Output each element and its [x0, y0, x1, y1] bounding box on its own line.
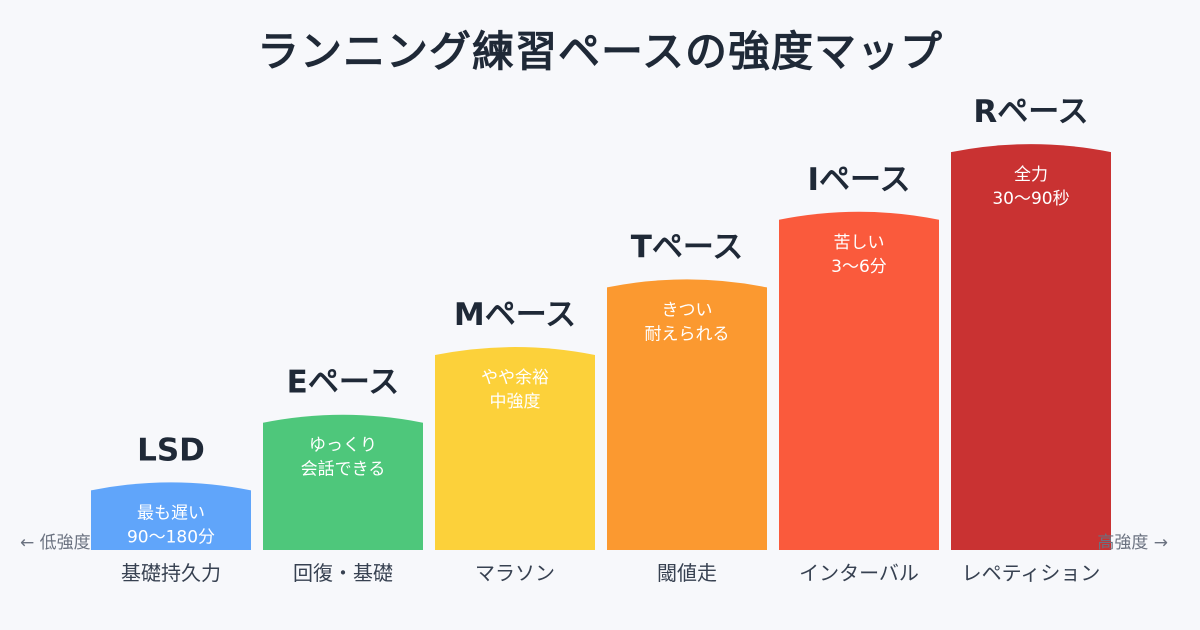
bar-annotation-1-2: 90〜180分 — [127, 527, 215, 547]
category-label-6: レペティション — [962, 561, 1101, 585]
bar-3 — [435, 347, 595, 550]
bar-annotation-3-1: やや余裕 — [481, 368, 549, 388]
bar-annotation-5-2: 3〜6分 — [831, 257, 887, 277]
bar-label-5: Iペース — [808, 162, 911, 198]
bar-5 — [779, 211, 939, 550]
bar-annotation-5-1: 苦しい — [834, 233, 885, 253]
bar-annotation-2-1: ゆっくり — [309, 436, 377, 456]
category-label-2: 回復・基礎 — [293, 561, 393, 585]
low-intensity-label: ← 低強度 — [20, 533, 91, 553]
bar-annotation-2-2: 会話できる — [301, 460, 386, 480]
bar-6 — [951, 144, 1111, 550]
bar-1 — [91, 482, 251, 550]
bar-annotation-6-2: 30〜90秒 — [992, 189, 1069, 209]
bar-label-1: LSD — [137, 432, 205, 468]
bar-annotation-4-2: 耐えられる — [645, 324, 730, 344]
category-label-3: マラソン — [475, 561, 555, 585]
bar-annotation-4-1: きつい — [662, 300, 713, 320]
category-label-4: 閾値走 — [657, 561, 717, 585]
bar-label-4: Tペース — [631, 229, 744, 265]
bar-annotation-1-1: 最も遅い — [137, 503, 205, 523]
bar-label-2: Eペース — [287, 365, 400, 401]
bar-annotation-6-1: 全力 — [1014, 165, 1048, 185]
category-label-1: 基礎持久力 — [121, 561, 221, 585]
bar-label-6: Rペース — [973, 94, 1088, 130]
bar-label-3: Mペース — [454, 297, 576, 333]
bar-2 — [263, 414, 423, 550]
category-label-5: インターバル — [799, 561, 919, 585]
bar-4 — [607, 279, 767, 550]
chart-title: ランニング練習ペースの強度マップ — [257, 27, 943, 76]
high-intensity-label: 高強度 → — [1097, 533, 1168, 553]
bar-annotation-3-2: 中強度 — [490, 392, 541, 412]
